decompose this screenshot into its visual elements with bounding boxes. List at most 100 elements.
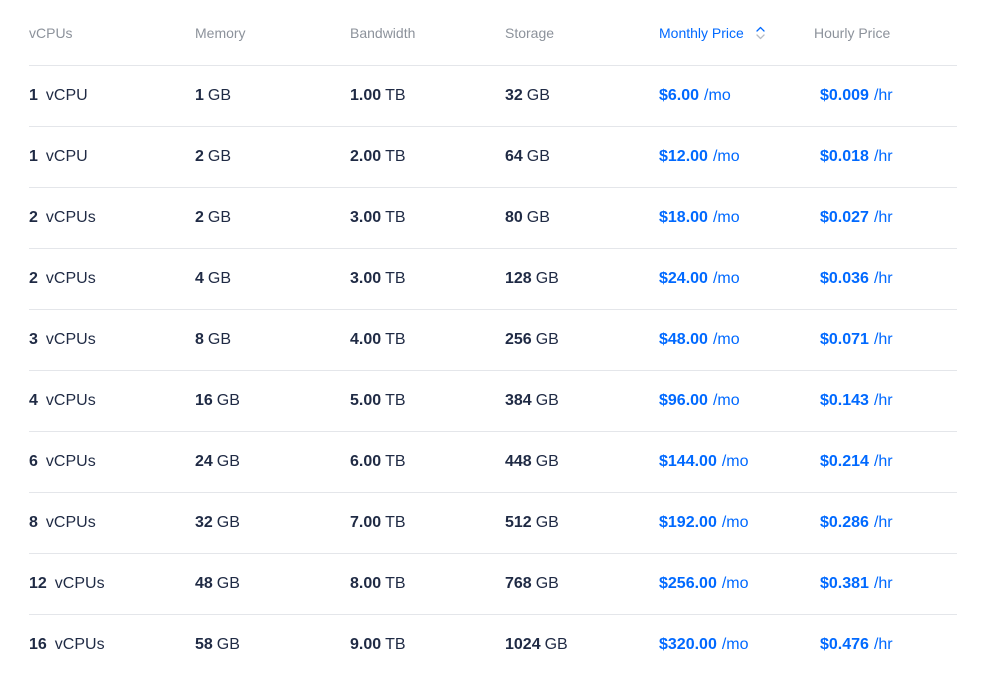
cell-hourly-price: $0.018/hr (820, 148, 893, 166)
monthly-price-value: $48.00 (659, 331, 708, 348)
vcpu-unit: vCPUs (45, 270, 96, 287)
bandwidth-value: 9.00 (350, 636, 382, 653)
hourly-price-value: $0.143 (820, 392, 869, 409)
header-memory[interactable]: Memory (195, 25, 246, 41)
bandwidth-unit: TB (385, 636, 406, 653)
hourly-price-unit: /hr (873, 87, 893, 104)
bandwidth-unit: TB (385, 575, 406, 592)
hourly-price-unit: /hr (873, 575, 893, 592)
memory-unit: GB (207, 270, 232, 287)
hourly-price-unit: /hr (873, 392, 893, 409)
vcpu-unit: vCPUs (45, 392, 96, 409)
sort-toggle-icon[interactable] (756, 26, 765, 40)
monthly-price-unit: /mo (721, 453, 749, 470)
table-row[interactable]: 8 vCPUs 32 GB 7.00 TB 512 GB $192.00/mo $0.286/hr (29, 493, 957, 554)
bandwidth-value: 2.00 (350, 148, 382, 165)
cell-memory: 32 GB (195, 514, 240, 532)
storage-value: 512 (505, 514, 532, 531)
vcpu-unit: vCPUs (45, 209, 96, 226)
memory-unit: GB (207, 148, 232, 165)
table-row[interactable]: 3 vCPUs 8 GB 4.00 TB 256 GB $48.00/mo $0.071/hr (29, 310, 957, 371)
cell-vcpus: 12 vCPUs (29, 575, 105, 593)
memory-value: 2 (195, 148, 204, 165)
storage-value: 256 (505, 331, 532, 348)
cell-vcpus: 1 vCPU (29, 87, 88, 105)
cell-vcpus: 16 vCPUs (29, 636, 105, 654)
header-monthly-price[interactable]: Monthly Price (659, 25, 765, 41)
cell-memory: 2 GB (195, 209, 231, 227)
memory-unit: GB (216, 514, 240, 531)
storage-unit: GB (526, 87, 550, 104)
monthly-price-value: $320.00 (659, 636, 717, 653)
cell-memory: 4 GB (195, 270, 231, 288)
cell-monthly-price: $256.00/mo (659, 575, 749, 593)
table-row[interactable]: 2 vCPUs 2 GB 3.00 TB 80 GB $18.00/mo $0.027/hr (29, 188, 957, 249)
cell-vcpus: 6 vCPUs (29, 453, 96, 471)
cell-bandwidth: 1.00 TB (350, 87, 406, 105)
monthly-price-value: $144.00 (659, 453, 717, 470)
memory-value: 4 (195, 270, 204, 287)
header-bandwidth[interactable]: Bandwidth (350, 25, 416, 41)
cell-bandwidth: 8.00 TB (350, 575, 406, 593)
hourly-price-value: $0.286 (820, 514, 869, 531)
memory-unit: GB (216, 575, 240, 592)
monthly-price-unit: /mo (712, 392, 740, 409)
cell-memory: 8 GB (195, 331, 231, 349)
storage-value: 80 (505, 209, 523, 226)
storage-value: 32 (505, 87, 523, 104)
cell-bandwidth: 7.00 TB (350, 514, 406, 532)
memory-value: 24 (195, 453, 213, 470)
vcpu-unit: vCPUs (45, 331, 96, 348)
cell-storage: 384 GB (505, 392, 559, 410)
bandwidth-unit: TB (385, 453, 406, 470)
table-row[interactable]: 12 vCPUs 48 GB 8.00 TB 768 GB $256.00/mo $0.381/h… (29, 554, 957, 615)
cell-memory: 1 GB (195, 87, 231, 105)
cell-hourly-price: $0.071/hr (820, 331, 893, 349)
cell-hourly-price: $0.286/hr (820, 514, 893, 532)
monthly-price-unit: /mo (721, 575, 749, 592)
table-body: 1 vCPU 1 GB 1.00 TB 32 GB $6.00/mo $0.009/hr 1 vCPU… (29, 66, 957, 675)
monthly-price-unit: /mo (712, 270, 740, 287)
cell-monthly-price: $320.00/mo (659, 636, 749, 654)
bandwidth-unit: TB (385, 392, 406, 409)
cell-memory: 48 GB (195, 575, 240, 593)
memory-unit: GB (207, 331, 232, 348)
table-row[interactable]: 16 vCPUs 58 GB 9.00 TB 1024 GB $320.00/mo $0.476/… (29, 615, 957, 675)
cell-vcpus: 2 vCPUs (29, 209, 96, 227)
table-row[interactable]: 1 vCPU 1 GB 1.00 TB 32 GB $6.00/mo $0.009/hr (29, 66, 957, 127)
vcpu-unit: vCPUs (54, 636, 105, 653)
cell-vcpus: 3 vCPUs (29, 331, 96, 349)
vcpu-unit: vCPU (45, 87, 88, 104)
cell-storage: 32 GB (505, 87, 550, 105)
memory-unit: GB (216, 453, 240, 470)
table-header: vCPUs Memory Bandwidth Storage Monthly P… (29, 0, 957, 66)
header-hourly-price[interactable]: Hourly Price (814, 25, 891, 41)
bandwidth-value: 5.00 (350, 392, 382, 409)
header-vcpus[interactable]: vCPUs (29, 25, 73, 41)
cell-bandwidth: 4.00 TB (350, 331, 406, 349)
table-row[interactable]: 4 vCPUs 16 GB 5.00 TB 384 GB $96.00/mo $0.143/hr (29, 371, 957, 432)
header-storage[interactable]: Storage (505, 25, 555, 41)
cell-memory: 2 GB (195, 148, 231, 166)
cell-hourly-price: $0.027/hr (820, 209, 893, 227)
cell-bandwidth: 3.00 TB (350, 270, 406, 288)
hourly-price-value: $0.009 (820, 87, 869, 104)
vcpu-count: 2 (29, 270, 38, 287)
table-row[interactable]: 1 vCPU 2 GB 2.00 TB 64 GB $12.00/mo $0.018/hr (29, 127, 957, 188)
storage-value: 448 (505, 453, 532, 470)
cell-bandwidth: 5.00 TB (350, 392, 406, 410)
cell-hourly-price: $0.036/hr (820, 270, 893, 288)
cell-storage: 128 GB (505, 270, 559, 288)
hourly-price-unit: /hr (873, 331, 893, 348)
monthly-price-unit: /mo (721, 636, 749, 653)
table-row[interactable]: 6 vCPUs 24 GB 6.00 TB 448 GB $144.00/mo $0.214/hr (29, 432, 957, 493)
hourly-price-value: $0.018 (820, 148, 869, 165)
storage-unit: GB (544, 636, 568, 653)
cell-monthly-price: $12.00/mo (659, 148, 740, 166)
cell-bandwidth: 3.00 TB (350, 209, 406, 227)
cell-monthly-price: $144.00/mo (659, 453, 749, 471)
memory-unit: GB (216, 636, 240, 653)
cell-memory: 58 GB (195, 636, 240, 654)
bandwidth-unit: TB (385, 270, 406, 287)
table-row[interactable]: 2 vCPUs 4 GB 3.00 TB 128 GB $24.00/mo $0.036/hr (29, 249, 957, 310)
